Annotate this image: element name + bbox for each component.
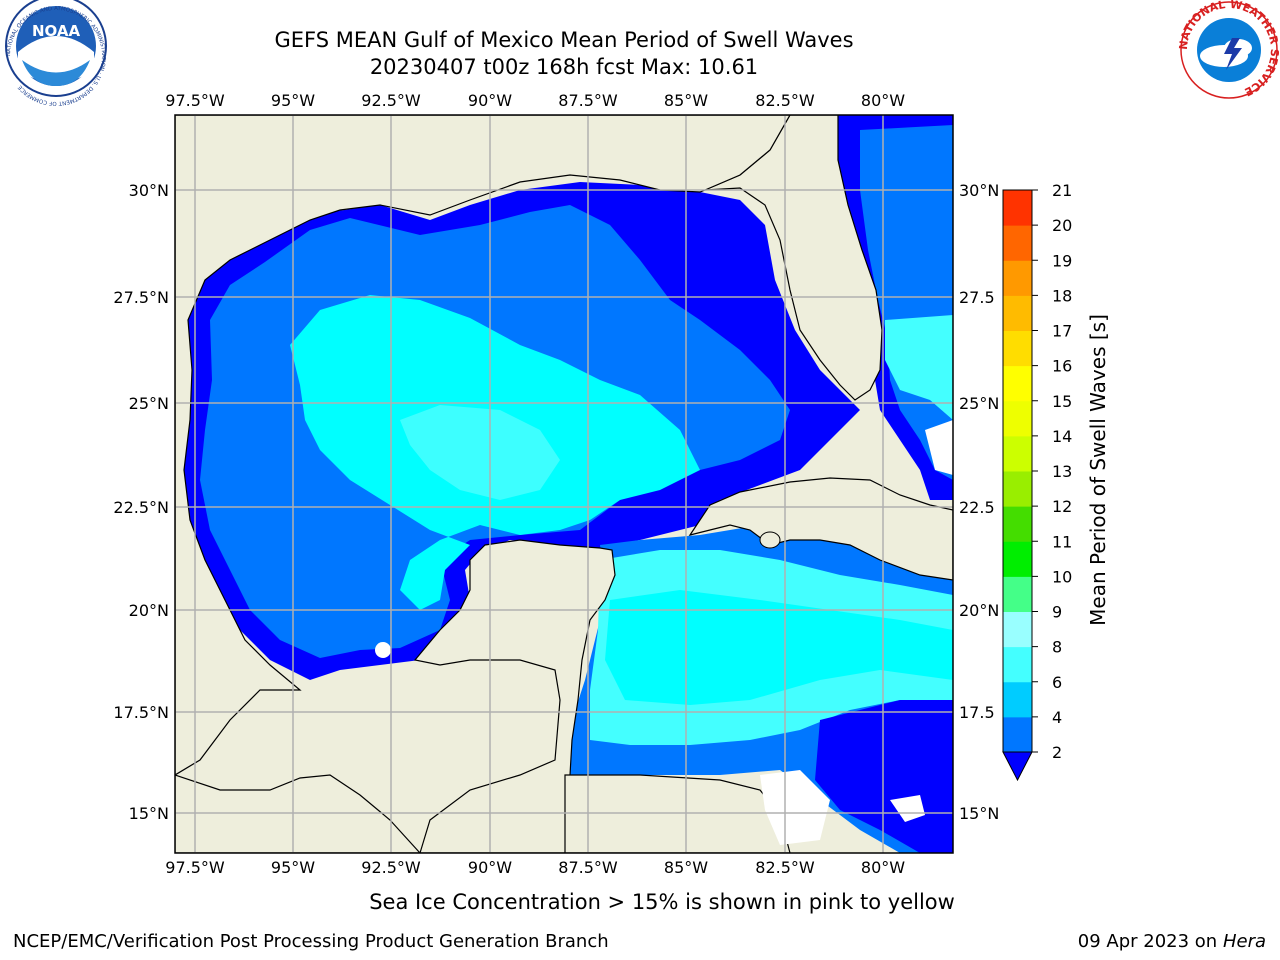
cuba-island: [688, 477, 953, 581]
colorbar-tick-label: 17: [1052, 322, 1072, 341]
colorbar-tick-label: 19: [1052, 251, 1072, 270]
colorbar-swatch: [1003, 295, 1032, 331]
colorbar-tick-label: 18: [1052, 286, 1072, 305]
lat-label: 15°N: [129, 804, 169, 823]
colorbar-tick-label: 10: [1052, 567, 1072, 586]
lon-labels-bottom: 97.5°W 95°W 92.5°W 90°W 87.5°W 85°W 82.5…: [165, 858, 905, 877]
lon-label: 85°W: [664, 91, 708, 110]
lon-label: 95°W: [271, 91, 315, 110]
colorbar-tick-label: 14: [1052, 427, 1072, 446]
florida-peninsula: [704, 115, 883, 401]
colorbar-swatch: [1003, 400, 1032, 437]
colorbar-swatch: [1003, 330, 1032, 367]
colorbar-tick-label: 9: [1052, 603, 1062, 622]
colorbar-swatch: [1003, 646, 1032, 683]
colorbar-swatch: [1003, 471, 1032, 507]
lat-labels-right: 30°N 27.5 25°N 22.5 20°N 17.5 15°N: [959, 181, 999, 823]
lat-label: 30°N: [129, 181, 169, 200]
lon-label: 90°W: [468, 858, 512, 877]
colorbar-tick-label: 15: [1052, 392, 1072, 411]
footer-date: 09 Apr 2023 on Hera: [1078, 931, 1266, 952]
colorbar-swatch: [1003, 225, 1032, 261]
colorbar-under-extension: [1002, 751, 1033, 782]
colorbar-tick-label: 2: [1052, 743, 1062, 762]
lat-label: 17.5°N: [113, 703, 169, 722]
nodata-patch: [760, 770, 830, 845]
colorbar-swatch: [1003, 365, 1032, 402]
colorbar-swatch: [1003, 506, 1032, 542]
lat-label: 17.5: [959, 703, 995, 722]
lon-label: 87.5°W: [558, 91, 618, 110]
map-frame: [174, 114, 954, 854]
footer-date-text: 09 Apr 2023 on: [1077, 931, 1223, 952]
lat-labels-left: 30°N 27.5°N 25°N 22.5°N 20°N 17.5°N 15°N: [113, 181, 169, 823]
caribbean-ocean-cyan: [605, 590, 953, 705]
lat-label: 15°N: [959, 804, 999, 823]
lat-label: 27.5: [959, 288, 995, 307]
lat-label: 20°N: [959, 601, 999, 620]
map-gridlines: [175, 115, 953, 853]
colorbar-swatch: [1003, 435, 1032, 472]
lon-label: 97.5°W: [165, 858, 225, 877]
lon-label: 80°W: [861, 858, 905, 877]
lat-label: 27.5°N: [113, 288, 169, 307]
lon-label: 92.5°W: [361, 91, 421, 110]
colorbar-tick-label: 13: [1052, 462, 1072, 481]
lon-label: 90°W: [468, 91, 512, 110]
lon-label: 85°W: [664, 858, 708, 877]
footer-credit: NCEP/EMC/Verification Post Processing Pr…: [13, 931, 609, 952]
colorbar-swatch: [1003, 190, 1032, 226]
map-title: GEFS MEAN Gulf of Mexico Mean Period of …: [274, 28, 854, 52]
yucatan-peninsula: [175, 539, 616, 853]
lon-label: 92.5°W: [361, 858, 421, 877]
lon-label: 87.5°W: [558, 858, 618, 877]
colorbar: 2 4 6 8 9 10 11 12 13 14 15 16 17 18 19 20 21: [1002, 181, 1072, 782]
footer-host: Hera: [1222, 931, 1266, 952]
colorbar-tick-label: 8: [1052, 638, 1062, 657]
map-subtitle: 20230407 t00z 168h fcst Max: 10.61: [369, 55, 759, 79]
colorbar-tick-label: 12: [1052, 497, 1072, 516]
gulf-ocean-lighter: [400, 405, 560, 500]
noaa-logo: NOAA NATIONAL OCEANIC AND ATMOSPHERIC AD…: [5, 0, 107, 106]
colorbar-swatch: [1003, 541, 1032, 577]
lon-label: 82.5°W: [755, 858, 815, 877]
lon-label: 80°W: [861, 91, 905, 110]
lat-label: 20°N: [129, 601, 169, 620]
lon-label: 95°W: [271, 858, 315, 877]
colorbar-tick-label: 16: [1052, 357, 1072, 376]
noaa-logo-text: NOAA: [32, 22, 81, 40]
seaice-note: Sea Ice Concentration > 15% is shown in …: [369, 890, 955, 914]
lat-label: 22.5°N: [113, 498, 169, 517]
colorbar-swatch: [1003, 260, 1032, 296]
colorbar-swatch: [1003, 716, 1032, 753]
colorbar-swatch: [1003, 681, 1032, 718]
colorbar-swatch: [1003, 576, 1032, 612]
nodata-patch: [925, 420, 953, 475]
lon-labels-top: 97.5°W 95°W 92.5°W 90°W 87.5°W 85°W 82.5…: [165, 91, 905, 110]
map-area: [175, 115, 953, 853]
isla-juventud: [759, 531, 781, 549]
colorbar-swatch: [1003, 611, 1032, 648]
nws-logo: NATIONAL WEATHER SERVICE: [1177, 0, 1280, 99]
lat-label: 25°N: [129, 394, 169, 413]
colorbar-tick-label: 11: [1052, 532, 1072, 551]
colorbar-tick-label: 21: [1052, 181, 1072, 200]
nodata-patch: [890, 795, 925, 822]
lat-label: 25°N: [959, 394, 999, 413]
lat-label: 22.5: [959, 498, 995, 517]
colorbar-tick-label: 6: [1052, 673, 1062, 692]
lon-label: 97.5°W: [165, 91, 225, 110]
atlantic-ocean-light: [885, 315, 953, 420]
lon-label: 82.5°W: [755, 91, 815, 110]
colorbar-title: Mean Period of Swell Waves [s]: [1086, 314, 1110, 626]
colorbar-tick-label: 4: [1052, 708, 1062, 727]
colorbar-tick-label: 20: [1052, 216, 1072, 235]
nodata-patch: [375, 642, 391, 658]
lat-label: 30°N: [959, 181, 999, 200]
